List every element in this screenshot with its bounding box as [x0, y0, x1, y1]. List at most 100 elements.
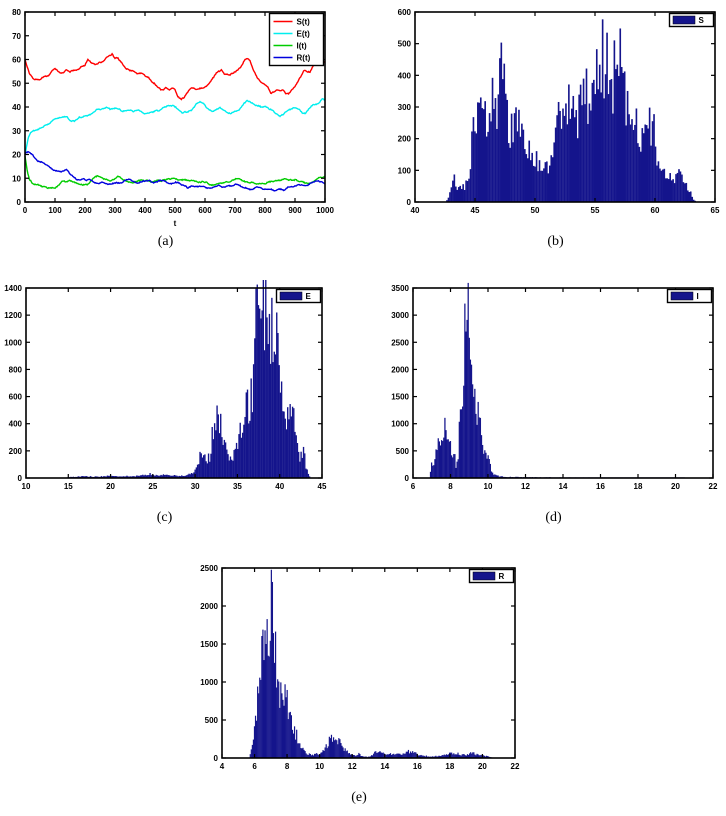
svg-text:10: 10	[12, 174, 21, 183]
svg-text:300: 300	[398, 103, 412, 112]
svg-text:80: 80	[12, 8, 21, 17]
svg-text:400: 400	[9, 420, 23, 429]
svg-text:18: 18	[634, 482, 643, 491]
svg-text:500: 500	[168, 206, 182, 215]
svg-text:2500: 2500	[200, 564, 218, 573]
svg-text:2500: 2500	[391, 338, 409, 347]
svg-text:1000: 1000	[4, 338, 22, 347]
svg-text:0: 0	[23, 206, 28, 215]
svg-text:0: 0	[214, 754, 219, 763]
svg-text:8: 8	[285, 762, 290, 771]
svg-text:300: 300	[108, 206, 122, 215]
svg-text:400: 400	[138, 206, 152, 215]
svg-text:500: 500	[396, 447, 410, 456]
svg-text:1000: 1000	[391, 420, 409, 429]
subplot-c-caption: (c)	[156, 510, 173, 525]
svg-text:40: 40	[12, 103, 21, 112]
svg-text:35: 35	[233, 482, 242, 491]
subplot-a-timeseries: 0 100 200 300 400 500 600 700 800 900 1000 0 10 20 30 4…	[0, 4, 339, 240]
svg-text:0: 0	[17, 198, 22, 207]
svg-text:22: 22	[511, 762, 520, 771]
subplot-c-histogram-E: 10 15 20 25 30 35 40 45 0 200 400 600 800 1000 1200 140…	[0, 280, 336, 516]
svg-text:40: 40	[275, 482, 284, 491]
subplot-d-caption: (d)	[545, 510, 562, 525]
svg-text:18: 18	[445, 762, 454, 771]
svg-text:500: 500	[205, 716, 219, 725]
subplot-d-canvas: 6 8 10 12 14 16 18 20 22 0 500 1000 1500 2000 2500 3000…	[391, 282, 718, 491]
subplot-b-histogram-S: 40 45 50 55 60 65 0 100 200 300 400 500 600 S	[382, 4, 726, 240]
svg-text:16: 16	[596, 482, 605, 491]
svg-text:55: 55	[591, 206, 600, 215]
svg-text:25: 25	[148, 482, 157, 491]
svg-text:200: 200	[9, 447, 23, 456]
svg-text:65: 65	[711, 206, 720, 215]
svg-text:0: 0	[407, 198, 412, 207]
svg-text:I: I	[697, 292, 699, 301]
svg-text:1000: 1000	[316, 206, 334, 215]
svg-text:10: 10	[315, 762, 324, 771]
svg-text:6: 6	[252, 762, 257, 771]
svg-text:4: 4	[220, 762, 225, 771]
svg-text:600: 600	[398, 8, 412, 17]
svg-text:1500: 1500	[391, 393, 409, 402]
svg-text:14: 14	[380, 762, 389, 771]
svg-text:600: 600	[9, 393, 23, 402]
svg-text:12: 12	[521, 482, 530, 491]
svg-text:1000: 1000	[200, 678, 218, 687]
svg-text:40: 40	[411, 206, 420, 215]
svg-text:100: 100	[48, 206, 62, 215]
svg-text:3000: 3000	[391, 311, 409, 320]
svg-text:14: 14	[559, 482, 568, 491]
svg-text:I(t): I(t)	[297, 42, 308, 51]
svg-text:10: 10	[484, 482, 493, 491]
svg-text:R: R	[499, 572, 505, 581]
svg-text:0: 0	[405, 474, 410, 483]
svg-text:500: 500	[398, 40, 412, 49]
svg-text:800: 800	[9, 365, 23, 374]
svg-text:900: 900	[288, 206, 302, 215]
svg-text:22: 22	[709, 482, 718, 491]
svg-text:2000: 2000	[391, 365, 409, 374]
svg-text:1400: 1400	[4, 284, 22, 293]
svg-text:100: 100	[398, 166, 412, 175]
svg-text:E: E	[306, 292, 312, 301]
svg-text:2000: 2000	[200, 602, 218, 611]
svg-text:S: S	[699, 16, 705, 25]
svg-text:200: 200	[398, 135, 412, 144]
svg-text:0: 0	[18, 474, 23, 483]
subplot-e-histogram-R: 4 6 8 10 12 14 16 18 20 22 0 500 1000 1500 2000 2500 R	[189, 560, 529, 796]
svg-text:8: 8	[448, 482, 453, 491]
svg-text:60: 60	[12, 56, 21, 65]
svg-text:50: 50	[12, 79, 21, 88]
subplot-a-caption: (a)	[157, 234, 174, 249]
svg-text:1500: 1500	[200, 640, 218, 649]
svg-text:70: 70	[12, 32, 21, 41]
subplot-b-canvas: 40 45 50 55 60 65 0 100 200 300 400 500 600 S	[398, 8, 720, 215]
svg-text:400: 400	[398, 71, 412, 80]
svg-text:16: 16	[413, 762, 422, 771]
subplot-b-caption: (b)	[547, 234, 564, 249]
svg-text:200: 200	[78, 206, 92, 215]
svg-text:45: 45	[471, 206, 480, 215]
svg-text:3500: 3500	[391, 284, 409, 293]
svg-text:10: 10	[22, 482, 31, 491]
subplot-e-canvas: 4 6 8 10 12 14 16 18 20 22 0 500 1000 1500 2000 2500 R	[200, 564, 520, 771]
svg-text:20: 20	[671, 482, 680, 491]
svg-text:60: 60	[651, 206, 660, 215]
svg-text:20: 20	[478, 762, 487, 771]
svg-text:800: 800	[258, 206, 272, 215]
svg-text:12: 12	[348, 762, 357, 771]
svg-text:30: 30	[12, 127, 21, 136]
subplot-e-caption: (e)	[351, 790, 367, 805]
svg-text:45: 45	[318, 482, 327, 491]
subplot-c-canvas: 10 15 20 25 30 35 40 45 0 200 400 600 800 1000 1200 140…	[4, 280, 327, 491]
svg-text:600: 600	[198, 206, 212, 215]
svg-text:E(t): E(t)	[297, 30, 311, 39]
svg-text:20: 20	[106, 482, 115, 491]
subplot-a-canvas: 0 100 200 300 400 500 600 700 800 900 1000 0 10 20 30 4…	[12, 8, 334, 228]
svg-text:S(t): S(t)	[297, 18, 311, 27]
svg-text:t: t	[174, 219, 177, 228]
subplot-d-histogram-I: 6 8 10 12 14 16 18 20 22 0 500 1000 1500 2000 2500 3000…	[380, 280, 726, 516]
svg-text:20: 20	[12, 151, 21, 160]
